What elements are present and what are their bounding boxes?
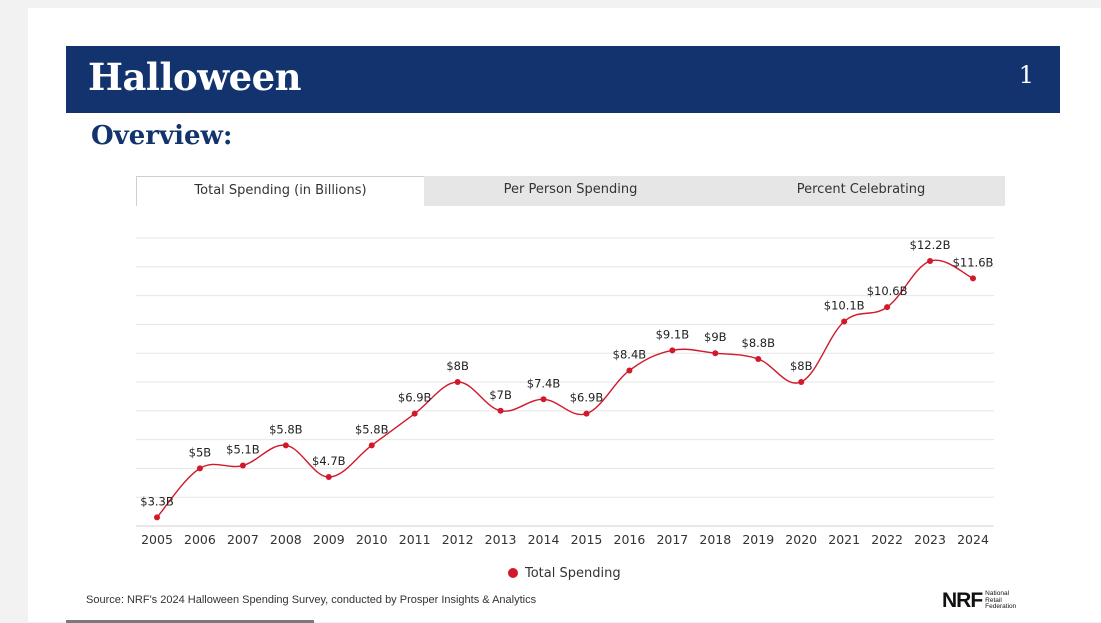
source-note: Source: NRF's 2024 Halloween Spending Su… bbox=[86, 594, 537, 606]
data-point-2007[interactable] bbox=[239, 462, 246, 469]
data-point-2015[interactable] bbox=[583, 410, 590, 417]
data-point-2017[interactable] bbox=[669, 347, 676, 354]
x-tick-2014: 2014 bbox=[528, 532, 560, 547]
logo-line-2: Retail bbox=[985, 596, 1002, 604]
x-tick-2020: 2020 bbox=[785, 532, 817, 547]
data-label-2024: $11.6B bbox=[953, 255, 994, 269]
page-number: 1 bbox=[1018, 61, 1034, 89]
logo-line-1: National bbox=[985, 590, 1010, 598]
data-point-2009[interactable] bbox=[325, 474, 332, 481]
x-tick-2006: 2006 bbox=[184, 532, 216, 547]
x-tick-2010: 2010 bbox=[356, 532, 388, 547]
data-point-2018[interactable] bbox=[712, 350, 719, 357]
chart-data-labels: $3.3B $5B $5.1B $5.8B $4.7B $5.8B $6.9B $8B $7B $… bbox=[140, 238, 993, 508]
x-tick-2015: 2015 bbox=[571, 532, 603, 547]
x-tick-2009: 2009 bbox=[313, 532, 345, 547]
logo-line-3: Federation bbox=[985, 603, 1017, 611]
data-label-2014: $7.4B bbox=[527, 376, 561, 390]
data-label-2010: $5.8B bbox=[355, 422, 389, 436]
data-label-2015: $6.9B bbox=[570, 391, 604, 405]
chart-points bbox=[154, 258, 976, 521]
x-tick-2018: 2018 bbox=[699, 532, 731, 547]
x-tick-2023: 2023 bbox=[914, 532, 946, 547]
tab-per-person-spending[interactable]: Per Person Spending bbox=[424, 176, 717, 206]
x-tick-2017: 2017 bbox=[656, 532, 688, 547]
data-point-2023[interactable] bbox=[927, 258, 934, 265]
data-label-2022: $10.6B bbox=[867, 284, 908, 298]
x-tick-2008: 2008 bbox=[270, 532, 302, 547]
x-tick-2016: 2016 bbox=[614, 532, 646, 547]
x-tick-2007: 2007 bbox=[227, 532, 259, 547]
data-point-2016[interactable] bbox=[626, 367, 633, 374]
data-point-2006[interactable] bbox=[196, 465, 203, 472]
x-tick-2021: 2021 bbox=[828, 532, 860, 547]
title-banner: Halloween 1 bbox=[66, 46, 1060, 113]
data-point-2011[interactable] bbox=[411, 410, 418, 417]
page-title: Halloween bbox=[88, 55, 302, 99]
total-spending-chart: $3.3B $5B $5.1B $5.8B $4.7B $5.8B $6.9B $8B $7B $… bbox=[136, 237, 994, 547]
x-tick-2022: 2022 bbox=[871, 532, 903, 547]
data-label-2008: $5.8B bbox=[269, 422, 303, 436]
data-label-2020: $8B bbox=[790, 359, 813, 373]
x-tick-2011: 2011 bbox=[399, 532, 431, 547]
data-label-2018: $9B bbox=[704, 330, 727, 344]
x-tick-2013: 2013 bbox=[485, 532, 517, 547]
logo-mark: NRF bbox=[942, 589, 983, 612]
data-point-2005[interactable] bbox=[154, 514, 160, 521]
data-label-2023: $12.2B bbox=[910, 238, 951, 252]
data-label-2017: $9.1B bbox=[656, 327, 690, 341]
data-point-2013[interactable] bbox=[497, 407, 504, 414]
data-point-2012[interactable] bbox=[454, 379, 461, 385]
data-label-2016: $8.4B bbox=[613, 347, 647, 361]
data-label-2019: $8.8B bbox=[742, 336, 776, 350]
data-label-2012: $8B bbox=[446, 359, 469, 373]
tab-total-spending[interactable]: Total Spending (in Billions) bbox=[136, 176, 424, 206]
logo-text: National Retail Federation bbox=[985, 591, 1016, 611]
x-axis-ticks: 2005 2006 2007 2008 2009 2010 2011 2012 2013 2014… bbox=[141, 532, 989, 547]
chart-gridlines bbox=[136, 237, 994, 527]
tab-percent-celebrating[interactable]: Percent Celebrating bbox=[717, 176, 1005, 206]
x-tick-2019: 2019 bbox=[742, 532, 774, 547]
data-point-2008[interactable] bbox=[282, 442, 289, 449]
x-tick-2024: 2024 bbox=[957, 532, 989, 547]
data-label-2006: $5B bbox=[189, 445, 212, 459]
section-subtitle: Overview: bbox=[91, 121, 233, 151]
data-point-2024[interactable] bbox=[970, 275, 976, 282]
data-label-2013: $7B bbox=[489, 388, 512, 402]
data-point-2019[interactable] bbox=[755, 355, 762, 362]
chart-tabs: Total Spending (in Billions) Per Person … bbox=[136, 176, 1005, 206]
data-point-2014[interactable] bbox=[540, 396, 547, 403]
data-point-2020[interactable] bbox=[798, 379, 805, 385]
data-point-2022[interactable] bbox=[884, 304, 891, 311]
x-tick-2005: 2005 bbox=[141, 532, 173, 547]
legend-marker bbox=[508, 568, 518, 578]
data-label-2009: $4.7B bbox=[312, 454, 346, 468]
x-tick-2012: 2012 bbox=[442, 532, 474, 547]
data-label-2007: $5.1B bbox=[226, 443, 260, 457]
data-label-2021: $10.1B bbox=[824, 299, 865, 313]
data-label-2005: $3.3B bbox=[140, 494, 174, 508]
chart-legend[interactable]: Total Spending bbox=[508, 564, 621, 582]
nrf-logo: NRF National Retail Federation bbox=[942, 590, 1016, 612]
data-point-2010[interactable] bbox=[368, 442, 375, 449]
data-point-2021[interactable] bbox=[841, 318, 848, 325]
legend-label: Total Spending bbox=[525, 565, 621, 581]
data-label-2011: $6.9B bbox=[398, 391, 432, 405]
slide-page: Halloween 1 Overview: Total Spending (in… bbox=[28, 8, 1101, 623]
